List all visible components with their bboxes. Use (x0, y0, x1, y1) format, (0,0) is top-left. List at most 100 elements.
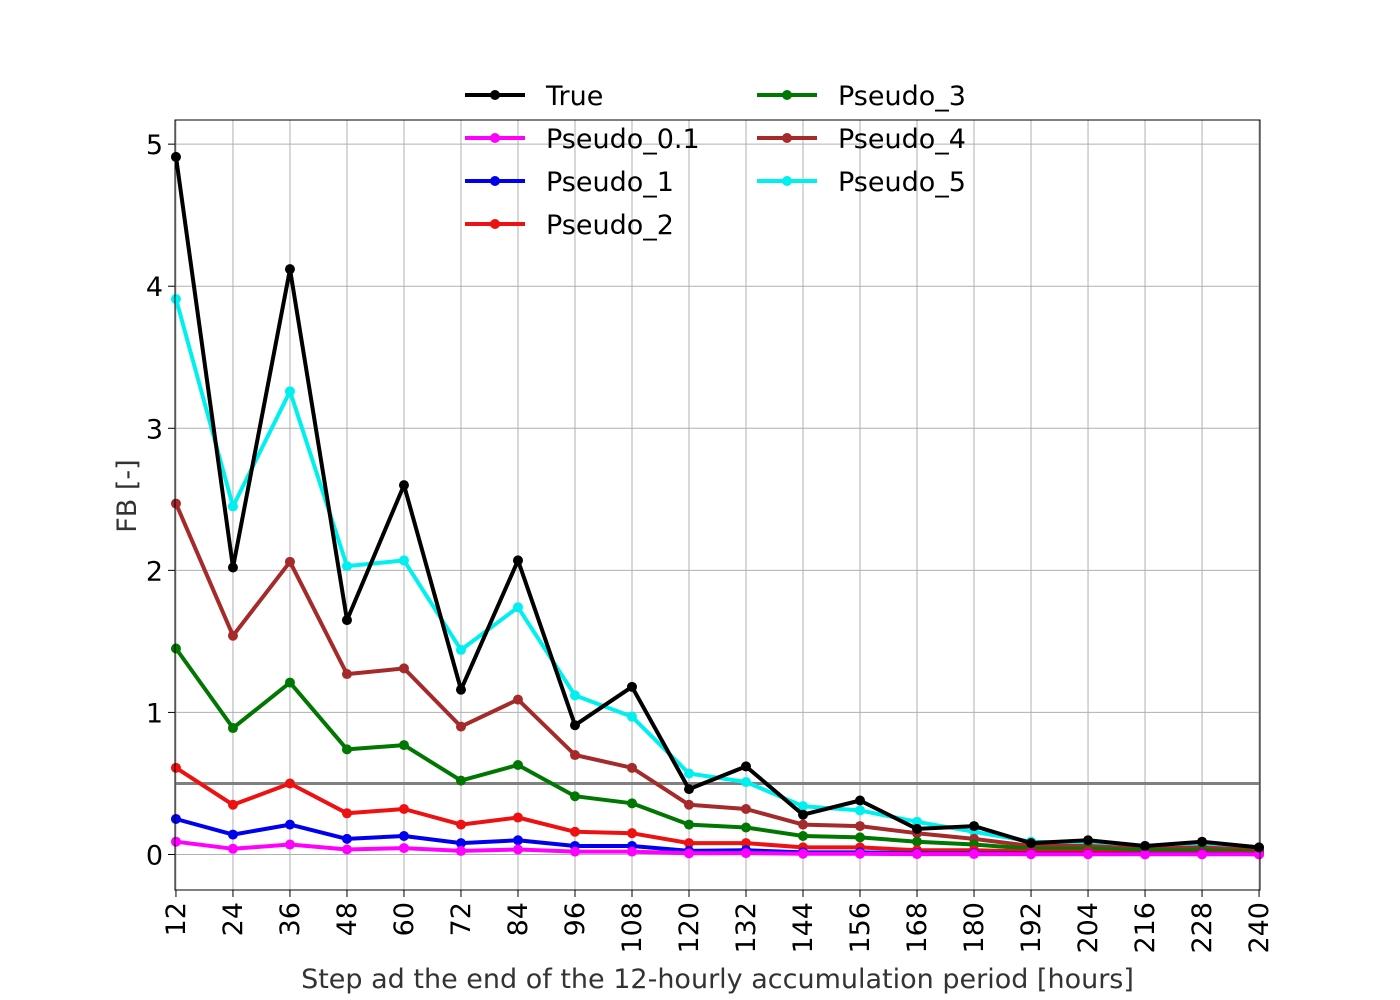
data-point-pseudo-5 (798, 801, 809, 812)
series-pseudo-3 (170, 643, 1265, 857)
data-point-pseudo-0-1 (1083, 849, 1094, 860)
x-tick-label: 36 (275, 902, 306, 936)
data-point-pseudo-0-1 (1140, 849, 1151, 860)
data-point-pseudo-3 (512, 759, 523, 770)
data-point-pseudo-0-1 (569, 846, 580, 857)
data-point-pseudo-5 (284, 386, 295, 397)
x-tick-label: 168 (902, 902, 933, 954)
data-point-pseudo-1 (170, 813, 181, 824)
series-line-pseudo-3 (174, 647, 1260, 854)
data-point-pseudo-0-1 (741, 848, 752, 859)
data-point-pseudo-0-1 (626, 846, 637, 857)
data-point-pseudo-3 (741, 822, 752, 833)
data-point-true (1254, 842, 1265, 853)
series-line-pseudo-2 (174, 766, 1260, 856)
data-point-pseudo-1 (398, 831, 409, 842)
data-point-pseudo-3 (170, 643, 181, 654)
data-point-pseudo-3 (626, 798, 637, 809)
data-point-true (798, 809, 809, 820)
data-point-pseudo-0-1 (1197, 849, 1208, 860)
legend-marker (782, 133, 792, 143)
data-point-true (683, 784, 694, 795)
data-point-pseudo-5 (912, 816, 923, 827)
data-point-pseudo-3 (912, 836, 923, 847)
data-point-pseudo-0-1 (969, 849, 980, 860)
legend-item-pseudo-4: Pseudo_4 (757, 124, 966, 155)
legend-label: True (545, 81, 603, 112)
legend-item-pseudo-1: Pseudo_1 (465, 167, 674, 198)
data-point-pseudo-0-1 (912, 849, 923, 860)
data-point-pseudo-0-1 (798, 848, 809, 859)
legend-marker (490, 219, 500, 229)
data-point-pseudo-4 (569, 750, 580, 761)
legend-item-pseudo-3: Pseudo_3 (757, 81, 966, 112)
legend-label: Pseudo_5 (838, 167, 966, 198)
data-point-pseudo-0-1 (227, 843, 238, 854)
legend-item-true: True (465, 81, 603, 112)
data-point-true (626, 681, 637, 692)
data-point-pseudo-2 (455, 819, 466, 830)
data-point-pseudo-2 (284, 778, 295, 789)
data-point-pseudo-0-1 (512, 844, 523, 855)
data-point-pseudo-4 (341, 669, 352, 680)
data-point-pseudo-5 (170, 294, 181, 305)
data-point-true (1140, 840, 1151, 851)
legend-marker (490, 133, 500, 143)
data-point-pseudo-3 (798, 831, 809, 842)
data-point-pseudo-0-1 (341, 844, 352, 855)
data-point-pseudo-3 (227, 723, 238, 734)
data-point-pseudo-2 (398, 804, 409, 815)
y-tick-label: 2 (146, 556, 163, 587)
data-point-pseudo-2 (341, 808, 352, 819)
data-point-pseudo-0-1 (855, 848, 866, 859)
legend-marker (490, 176, 500, 186)
data-point-pseudo-4 (284, 556, 295, 567)
data-point-pseudo-2 (170, 762, 181, 773)
data-point-pseudo-4 (455, 721, 466, 732)
x-axis-label: Step ad the end of the 12-hourly accumul… (301, 964, 1134, 995)
data-point-true (855, 795, 866, 806)
data-point-pseudo-0-1 (170, 836, 181, 847)
grid-layer (175, 120, 1260, 890)
data-point-pseudo-4 (512, 694, 523, 705)
data-point-pseudo-3 (455, 775, 466, 786)
data-point-pseudo-5 (227, 501, 238, 512)
legend-label: Pseudo_3 (838, 81, 966, 112)
x-tick-label: 216 (1130, 902, 1161, 954)
data-point-pseudo-4 (741, 804, 752, 815)
data-point-pseudo-2 (741, 838, 752, 849)
series-layer (170, 151, 1265, 860)
y-tick-label: 4 (146, 272, 163, 303)
data-point-pseudo-5 (341, 561, 352, 572)
data-point-pseudo-4 (683, 799, 694, 810)
data-point-pseudo-5 (512, 602, 523, 613)
data-point-pseudo-5 (455, 644, 466, 655)
legend-label: Pseudo_4 (838, 124, 966, 155)
data-point-pseudo-2 (512, 812, 523, 823)
data-point-pseudo-0-1 (398, 843, 409, 854)
series-true (170, 151, 1265, 853)
series-pseudo-0-1 (170, 836, 1265, 860)
data-point-pseudo-4 (798, 819, 809, 830)
series-line-pseudo-4 (174, 502, 1260, 853)
data-point-pseudo-1 (512, 835, 523, 846)
legend-label: Pseudo_0.1 (546, 124, 700, 155)
data-point-true (569, 720, 580, 731)
data-point-pseudo-3 (569, 791, 580, 802)
data-point-pseudo-4 (626, 762, 637, 773)
data-point-true (1197, 836, 1208, 847)
data-point-true (227, 562, 238, 573)
data-point-pseudo-0-1 (1026, 849, 1037, 860)
series-line-true (174, 156, 1260, 850)
data-point-pseudo-3 (398, 740, 409, 751)
x-tick-label: 180 (959, 902, 990, 954)
data-point-pseudo-0-1 (284, 839, 295, 850)
data-point-pseudo-5 (626, 711, 637, 722)
legend-marker (782, 90, 792, 100)
data-point-pseudo-2 (626, 828, 637, 839)
data-point-true (912, 823, 923, 834)
data-point-pseudo-2 (683, 838, 694, 849)
legend-marker (490, 90, 500, 100)
data-point-pseudo-1 (341, 833, 352, 844)
